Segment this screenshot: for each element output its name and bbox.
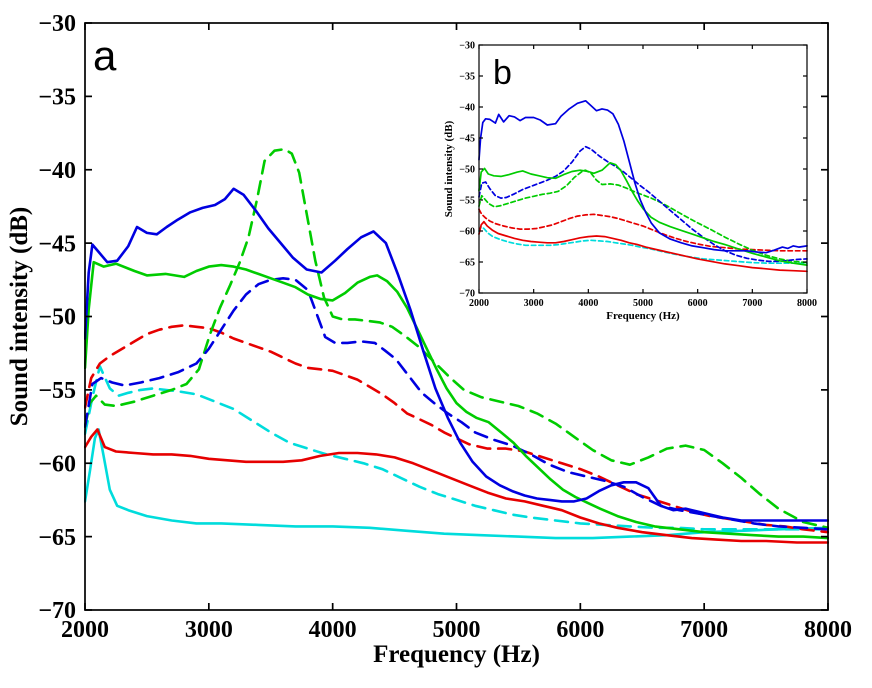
series-green-dashed-b [478, 169, 808, 264]
x-axis-title-b: Frequency (Hz) [606, 310, 680, 322]
y-tick-label: −55 [38, 378, 76, 404]
tick-labels-b: 2000 3000 4000 5000 6000 7000 8000 −30 −35 −40 −45… [459, 40, 817, 309]
panel-label-b: b [493, 54, 512, 92]
series-red-solid-a [84, 428, 829, 544]
x-tick-label: 4000 [309, 617, 357, 643]
tick-marks-b [478, 44, 808, 294]
y-tick-label: −45 [459, 133, 475, 144]
y-tick-label: −60 [38, 451, 76, 477]
x-tick-label: 7000 [680, 617, 728, 643]
y-tick-label: −65 [459, 257, 475, 268]
x-tick-label: 8000 [804, 617, 852, 643]
y-tick-label: −30 [38, 11, 76, 37]
series-cyan-solid-a [84, 428, 829, 540]
y-tick-label: −40 [459, 102, 475, 113]
series-red-dashed-a [84, 324, 829, 534]
x-tick-label: 4000 [578, 298, 598, 309]
x-tick-label: 3000 [524, 298, 544, 309]
tick-marks-a [84, 22, 829, 611]
series-green-solid-a [84, 260, 829, 540]
y-tick-label: −35 [459, 71, 475, 82]
x-tick-label: 7000 [742, 298, 762, 309]
series-blue-solid-b [478, 99, 808, 254]
y-tick-label: −40 [38, 158, 76, 184]
y-tick-label: −70 [459, 288, 475, 299]
panel-label-a: a [93, 32, 117, 79]
x-tick-label: 5000 [433, 617, 481, 643]
y-tick-label: −45 [38, 231, 76, 257]
x-axis-title-a: Frequency (Hz) [373, 641, 540, 668]
x-tick-label: 8000 [797, 298, 817, 309]
inset-background [479, 45, 807, 293]
series-red-solid-b [478, 220, 808, 273]
y-axis-title-a: Sound intensity (dB) [6, 207, 33, 427]
series-cyan-dashed-a [84, 365, 829, 531]
series-cyan-dashed-b [478, 225, 808, 265]
y-tick-label: −35 [38, 85, 76, 111]
series-green-dashed-a [84, 147, 829, 530]
chart-panel-a: 2000 3000 4000 5000 6000 7000 8000 −30 −35 −40 −45… [6, 11, 852, 668]
x-tick-label: 3000 [185, 617, 233, 643]
y-tick-label: −30 [459, 40, 475, 51]
series-red-dashed-b [478, 208, 808, 252]
y-axis-title-b: Sound intensity (dB) [443, 120, 455, 217]
x-tick-label: 2000 [469, 298, 489, 309]
y-tick-label: −50 [38, 305, 76, 331]
series-blue-solid-a [84, 187, 829, 522]
x-tick-label: 6000 [688, 298, 708, 309]
x-tick-label: 5000 [633, 298, 653, 309]
y-tick-label: −70 [38, 598, 76, 624]
y-tick-label: −50 [459, 164, 475, 175]
series-group-b [478, 99, 808, 273]
tick-labels-a: 2000 3000 4000 5000 6000 7000 8000 −30 −35 −40 −45… [38, 11, 852, 643]
x-tick-label: 6000 [556, 617, 604, 643]
y-tick-label: −55 [459, 195, 475, 206]
y-tick-label: −65 [38, 525, 76, 551]
chart-panel-b: 2000 3000 4000 5000 6000 7000 8000 −30 −35 −40 −45… [443, 40, 817, 322]
series-blue-dashed-a [84, 277, 829, 531]
series-group-a [84, 147, 829, 544]
series-green-solid-b [478, 161, 808, 266]
y-tick-label: −60 [459, 226, 475, 237]
x-tick-label: 2000 [61, 617, 109, 643]
